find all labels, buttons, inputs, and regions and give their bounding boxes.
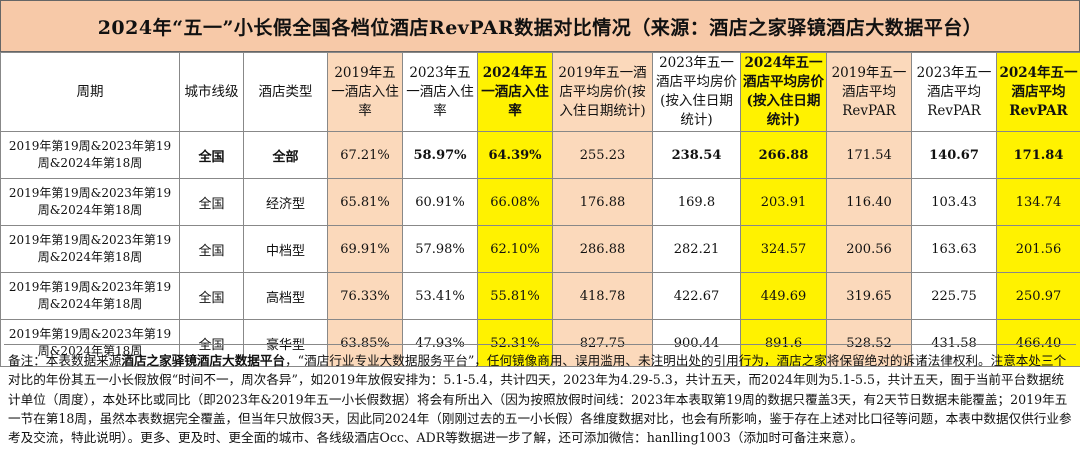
report-title: 2024年“五一”小长假全国各档位酒店RevPAR数据对比情况（来源：酒店之家驿… — [0, 0, 1080, 52]
cell-occ-2019: 76.33% — [327, 272, 403, 320]
cell-occ-2023: 60.91% — [402, 178, 478, 226]
cell-period: 2019年第19周&2023年第19周&2024年第18周 — [0, 178, 180, 226]
cell-adr-2024: 891.6 — [740, 319, 827, 367]
cell-revpar-2024: 134.74 — [996, 178, 1080, 226]
cell-revpar-2024: 250.97 — [996, 272, 1080, 320]
header-adr-2019: 2019年五一酒店平均房价(按入住日期统计) — [552, 52, 653, 132]
cell-period: 2019年第19周&2023年第19周&2024年第18周 — [0, 131, 180, 179]
cell-occ-2019: 67.21% — [327, 131, 403, 179]
cell-adr-2024: 266.88 — [740, 131, 827, 179]
cell-occ-2023: 53.41% — [402, 272, 478, 320]
cell-occ-2019: 69.91% — [327, 225, 403, 273]
header-revpar-2019: 2019年五一酒店平均RevPAR — [826, 52, 912, 132]
cell-occ-2024: 52.31% — [477, 319, 553, 367]
cell-revpar-2019: 528.52 — [826, 319, 912, 367]
cell-period: 2019年第19周&2023年第19周&2024年第18周 — [0, 225, 180, 273]
cell-revpar-2023: 163.63 — [911, 225, 997, 273]
footnote-source: 酒店之家驿镜酒店大数据平台 — [121, 353, 286, 368]
cell-adr-2023: 238.54 — [652, 131, 741, 179]
footnote-body: ，“酒店行业专业大数据服务平台”，任何镜像商用、误用滥用、未注明出处的引用行为，… — [8, 353, 1072, 446]
cell-revpar-2019: 319.65 — [826, 272, 912, 320]
header-city-tier: 城市线级 — [179, 52, 244, 132]
header-row: 周期 城市线级 酒店类型 2019年五一酒店入住率 2023年五一酒店入住率 2… — [0, 52, 1080, 132]
header-period: 周期 — [0, 52, 180, 132]
cell-adr-2024: 324.57 — [740, 225, 827, 273]
footnote-prefix: 备注：本表数据来源 — [8, 353, 122, 368]
footnote: 备注：本表数据来源酒店之家驿镜酒店大数据平台，“酒店行业专业大数据服务平台”，任… — [4, 344, 1076, 462]
cell-city: 全国 — [179, 272, 244, 320]
header-revpar-2024: 2024年五一酒店平均RevPAR — [996, 52, 1080, 132]
cell-revpar-2024: 201.56 — [996, 225, 1080, 273]
cell-adr-2019: 827.75 — [552, 319, 653, 367]
cell-occ-2019: 63.85% — [327, 319, 403, 367]
cell-occ-2023: 57.98% — [402, 225, 478, 273]
table-row: 2019年第19周&2023年第19周&2024年第18周 全国 豪华型 63.… — [0, 319, 1080, 367]
cell-adr-2019: 286.88 — [552, 225, 653, 273]
header-revpar-2023: 2023年五一酒店平均RevPAR — [911, 52, 997, 132]
cell-adr-2023: 169.8 — [652, 178, 741, 226]
cell-occ-2024: 55.81% — [477, 272, 553, 320]
cell-adr-2019: 176.88 — [552, 178, 653, 226]
header-occ-2024: 2024年五一酒店入住率 — [477, 52, 553, 132]
cell-revpar-2023: 431.58 — [911, 319, 997, 367]
cell-city: 全国 — [179, 319, 244, 367]
cell-revpar-2019: 171.54 — [826, 131, 912, 179]
cell-city: 全国 — [179, 178, 244, 226]
cell-type: 高档型 — [243, 272, 328, 320]
revpar-table: 周期 城市线级 酒店类型 2019年五一酒店入住率 2023年五一酒店入住率 2… — [0, 52, 1080, 367]
cell-occ-2019: 65.81% — [327, 178, 403, 226]
cell-adr-2024: 449.69 — [740, 272, 827, 320]
cell-adr-2023: 282.21 — [652, 225, 741, 273]
header-adr-2024: 2024年五一酒店平均房价(按入住日期统计) — [740, 52, 827, 132]
cell-revpar-2023: 225.75 — [911, 272, 997, 320]
cell-occ-2024: 66.08% — [477, 178, 553, 226]
cell-occ-2024: 64.39% — [477, 131, 553, 179]
table-row: 2019年第19周&2023年第19周&2024年第18周 全国 中档型 69.… — [0, 225, 1080, 273]
header-hotel-type: 酒店类型 — [243, 52, 328, 132]
cell-revpar-2023: 103.43 — [911, 178, 997, 226]
table-row: 2019年第19周&2023年第19周&2024年第18周 全国 全部 67.2… — [0, 131, 1080, 179]
cell-period: 2019年第19周&2023年第19周&2024年第18周 — [0, 319, 180, 367]
cell-occ-2024: 62.10% — [477, 225, 553, 273]
cell-adr-2023: 422.67 — [652, 272, 741, 320]
cell-revpar-2024: 171.84 — [996, 131, 1080, 179]
cell-period: 2019年第19周&2023年第19周&2024年第18周 — [0, 272, 180, 320]
header-adr-2023: 2023年五一酒店平均房价(按入住日期统计) — [652, 52, 741, 132]
cell-revpar-2019: 116.40 — [826, 178, 912, 226]
cell-adr-2023: 900.44 — [652, 319, 741, 367]
cell-revpar-2019: 200.56 — [826, 225, 912, 273]
cell-type: 豪华型 — [243, 319, 328, 367]
cell-revpar-2023: 140.67 — [911, 131, 997, 179]
cell-occ-2023: 47.93% — [402, 319, 478, 367]
header-occ-2019: 2019年五一酒店入住率 — [327, 52, 403, 132]
cell-adr-2019: 418.78 — [552, 272, 653, 320]
cell-type: 经济型 — [243, 178, 328, 226]
cell-occ-2023: 58.97% — [402, 131, 478, 179]
cell-type: 全部 — [243, 131, 328, 179]
cell-adr-2024: 203.91 — [740, 178, 827, 226]
header-occ-2023: 2023年五一酒店入住率 — [402, 52, 478, 132]
cell-city: 全国 — [179, 225, 244, 273]
cell-adr-2019: 255.23 — [552, 131, 653, 179]
cell-city: 全国 — [179, 131, 244, 179]
cell-revpar-2024: 466.40 — [996, 319, 1080, 367]
table-row: 2019年第19周&2023年第19周&2024年第18周 全国 经济型 65.… — [0, 178, 1080, 226]
table-row: 2019年第19周&2023年第19周&2024年第18周 全国 高档型 76.… — [0, 272, 1080, 320]
cell-type: 中档型 — [243, 225, 328, 273]
